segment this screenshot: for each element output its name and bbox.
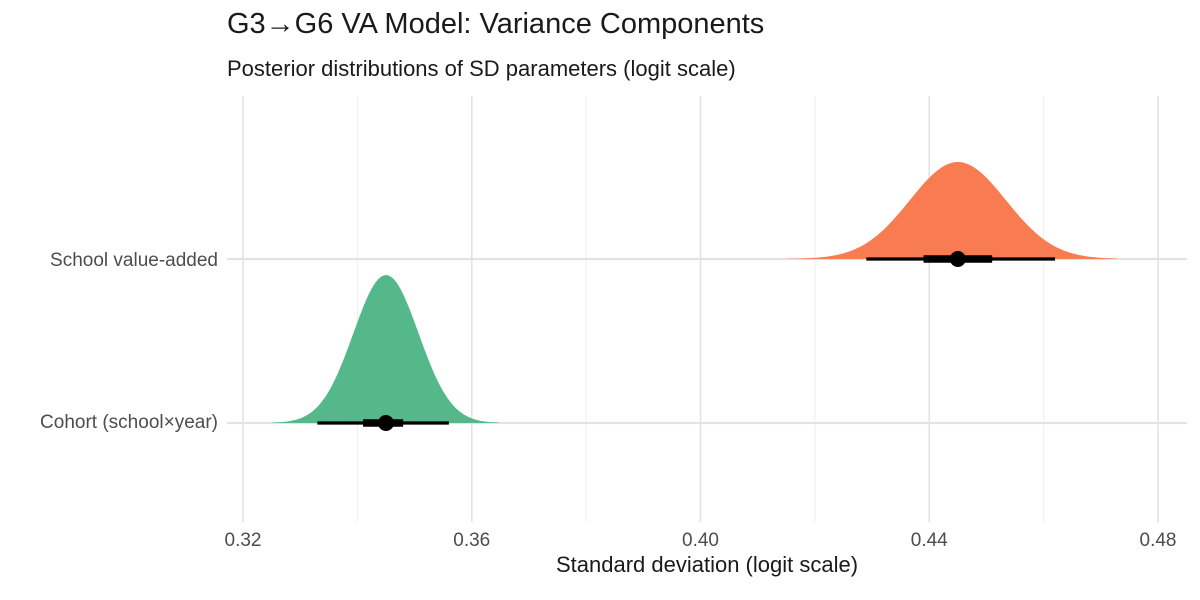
x-tick-label: 0.32 — [224, 530, 262, 551]
x-tick-label: 0.36 — [453, 530, 491, 551]
density-area-0 — [786, 162, 1118, 259]
x-tick-label: 0.44 — [910, 530, 948, 551]
x-axis-title: Standard deviation (logit scale) — [555, 552, 859, 577]
median-dot — [377, 415, 394, 431]
chart-title: G3→G6 VA Model: Variance Components — [227, 8, 765, 40]
x-tick-label: 0.48 — [1139, 530, 1177, 551]
y-axis-label-cohort: Cohort (school×year) — [40, 412, 218, 433]
y-axis-label-school-value-added: School value-added — [50, 250, 218, 271]
density-area-1 — [271, 275, 501, 423]
median-dot — [949, 251, 966, 267]
x-tick-label: 0.40 — [682, 530, 719, 551]
chart-subtitle: Posterior distributions of SD parameters… — [227, 56, 736, 81]
